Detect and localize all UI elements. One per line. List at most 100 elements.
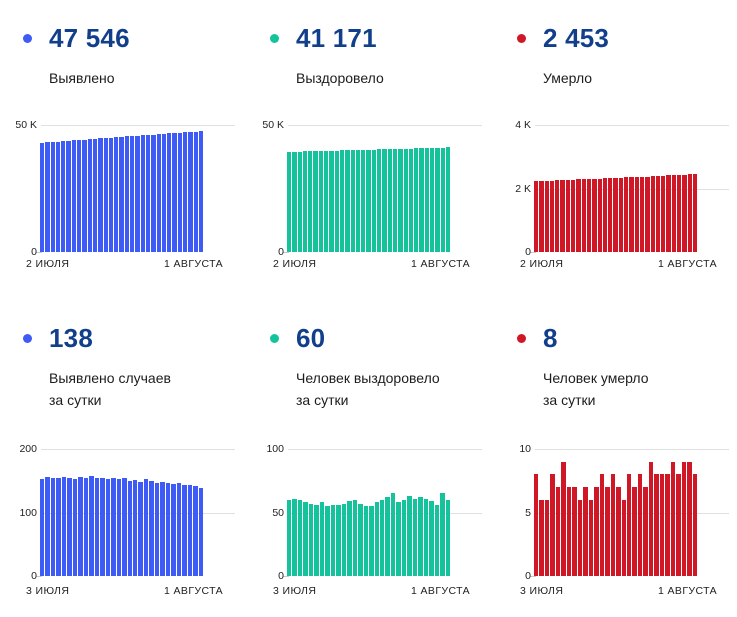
bar	[135, 135, 140, 252]
bar	[687, 461, 692, 576]
bar	[124, 136, 130, 252]
bar	[549, 180, 555, 252]
bar	[151, 134, 156, 252]
bar	[403, 148, 408, 252]
bar	[639, 176, 645, 252]
bar	[435, 147, 440, 252]
y-axis-label: 50	[272, 506, 284, 519]
bar	[172, 133, 177, 252]
bar	[634, 177, 639, 252]
bar	[138, 482, 143, 576]
chart-recovered-daily: 100 50 0 3 ИЮЛЯ 1 АВГУСТА	[257, 430, 482, 617]
bar	[392, 148, 398, 252]
gridline	[288, 512, 482, 514]
x-tick-start: 3 ИЮЛЯ	[26, 585, 70, 597]
stat-recovered-total: 41 171 Выздоровело	[257, 0, 482, 112]
bar	[100, 477, 105, 576]
bar	[618, 177, 624, 252]
gridline	[535, 125, 729, 126]
y-axis-label: 0	[525, 246, 531, 258]
bar	[385, 497, 390, 576]
bar	[670, 461, 676, 576]
bar	[347, 501, 352, 576]
bar	[565, 179, 571, 252]
bar	[114, 137, 119, 252]
bar	[560, 180, 565, 252]
x-tick-end: 1 АВГУСТА	[410, 585, 470, 597]
bar	[119, 136, 124, 252]
bar	[87, 139, 92, 252]
chart-recovered-total: 50 K 0 2 ИЮЛЯ 1 АВГУСТА	[257, 112, 482, 300]
bar	[71, 140, 77, 252]
bar	[143, 479, 149, 576]
bar	[187, 485, 193, 576]
bar	[92, 138, 98, 252]
bar	[50, 477, 56, 576]
gridline	[283, 576, 289, 577]
bar	[407, 496, 412, 576]
bar	[648, 461, 654, 576]
legend-dot-icon	[270, 333, 279, 343]
bar	[539, 181, 544, 252]
bar	[67, 478, 72, 576]
stat-label: Человек умерло за сутки	[543, 370, 649, 408]
x-axis: 3 ИЮЛЯ 1 АВГУСТА	[26, 585, 223, 597]
stat-died-total: 2 453 Умерло	[504, 0, 729, 112]
bar	[292, 498, 297, 576]
bar	[561, 461, 566, 576]
stat-value: 2 453	[543, 22, 610, 53]
bar	[89, 476, 94, 576]
gridline	[36, 576, 42, 577]
bar	[371, 149, 377, 252]
bar	[83, 477, 89, 576]
bar	[572, 487, 577, 576]
x-tick-end: 1 АВГУСТА	[657, 258, 717, 270]
bar	[177, 132, 183, 252]
bar	[352, 499, 358, 576]
bar	[616, 487, 621, 576]
bar	[308, 151, 313, 252]
y-axis-label: 100	[19, 506, 37, 519]
bar	[116, 479, 122, 576]
chart-detected-total: 50 K 0 2 ИЮЛЯ 1 АВГУСТА	[10, 112, 235, 300]
bar	[111, 477, 116, 576]
bar	[430, 147, 435, 252]
bar	[576, 179, 581, 252]
y-axis-label: 5	[525, 506, 531, 519]
y-axis-label: 0	[525, 570, 531, 582]
bar-chart-plot: 200 100 0	[10, 443, 235, 582]
gridline	[535, 512, 729, 514]
bar	[398, 148, 403, 252]
stat-label: Человек выздоровело за сутки	[296, 370, 440, 408]
y-axis-label: 50 K	[15, 119, 37, 131]
bar	[182, 484, 187, 576]
bar	[429, 501, 434, 576]
bar	[122, 478, 127, 576]
bar	[629, 177, 634, 252]
bar	[188, 131, 193, 252]
x-axis: 3 ИЮЛЯ 1 АВГУСТА	[520, 585, 717, 597]
bar-series	[40, 449, 204, 576]
bar	[626, 474, 632, 576]
gridline	[41, 512, 235, 514]
stat-value: 41 171	[296, 22, 377, 53]
legend-dot-icon	[270, 33, 279, 43]
bar	[418, 497, 423, 576]
bar	[183, 132, 188, 252]
bar	[313, 151, 318, 252]
x-tick-start: 3 ИЮЛЯ	[520, 585, 564, 597]
bar	[592, 178, 597, 252]
x-axis: 2 ИЮЛЯ 1 АВГУСТА	[520, 258, 717, 270]
bar	[140, 135, 145, 252]
bar	[414, 148, 419, 252]
bar	[423, 498, 429, 576]
bar	[681, 461, 687, 576]
bar	[61, 141, 66, 252]
y-axis-label: 4 K	[515, 119, 531, 131]
bar	[176, 482, 182, 576]
bar	[374, 502, 379, 576]
bar	[45, 142, 50, 252]
bar	[334, 150, 339, 252]
bar	[40, 478, 45, 576]
bar-series	[40, 125, 204, 252]
